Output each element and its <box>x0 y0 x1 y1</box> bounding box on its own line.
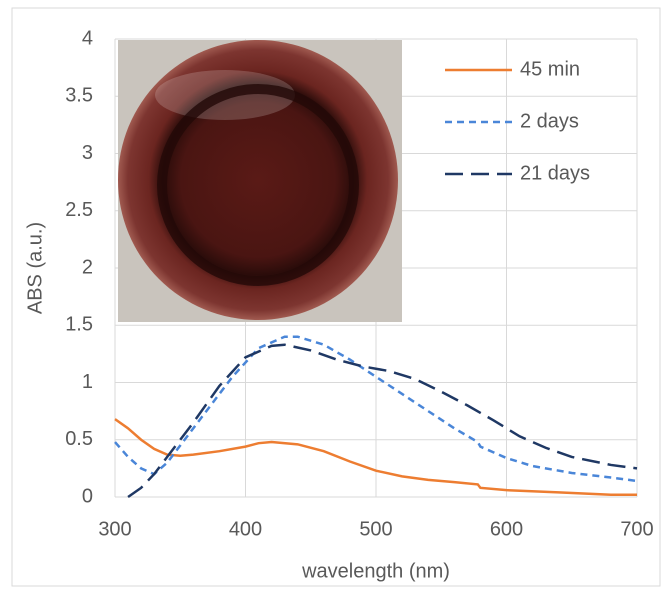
x-tick-label: 300 <box>98 518 131 540</box>
series-line <box>114 335 638 483</box>
x-tick-label: 400 <box>229 518 262 540</box>
y-tick-label: 0 <box>82 485 93 507</box>
legend-label: 21 days <box>520 162 590 184</box>
y-tick-label: 1 <box>82 371 93 393</box>
x-tick-label: 600 <box>490 518 523 540</box>
legend-label: 2 days <box>520 110 579 132</box>
y-tick-label: 1.5 <box>65 314 93 336</box>
series-line <box>127 343 638 499</box>
y-tick-label: 3 <box>82 142 93 164</box>
series-line <box>114 418 637 496</box>
y-tick-label: 0.5 <box>65 428 93 450</box>
x-tick-label: 500 <box>359 518 392 540</box>
y-axis-label: ABS (a.u.) <box>24 222 46 314</box>
y-tick-label: 2.5 <box>65 199 93 221</box>
x-axis-label: wavelength (nm) <box>301 560 450 582</box>
legend: 45 min 2 days 21 days <box>445 58 590 184</box>
x-tick-label: 700 <box>620 518 653 540</box>
plot-lines <box>114 335 638 499</box>
y-tick-label: 4 <box>82 27 93 49</box>
chart-frame <box>11 7 661 587</box>
y-tick-label: 2 <box>82 256 93 278</box>
legend-label: 45 min <box>520 58 580 80</box>
y-tick-label: 3.5 <box>65 85 93 107</box>
inset-photo <box>118 40 402 322</box>
